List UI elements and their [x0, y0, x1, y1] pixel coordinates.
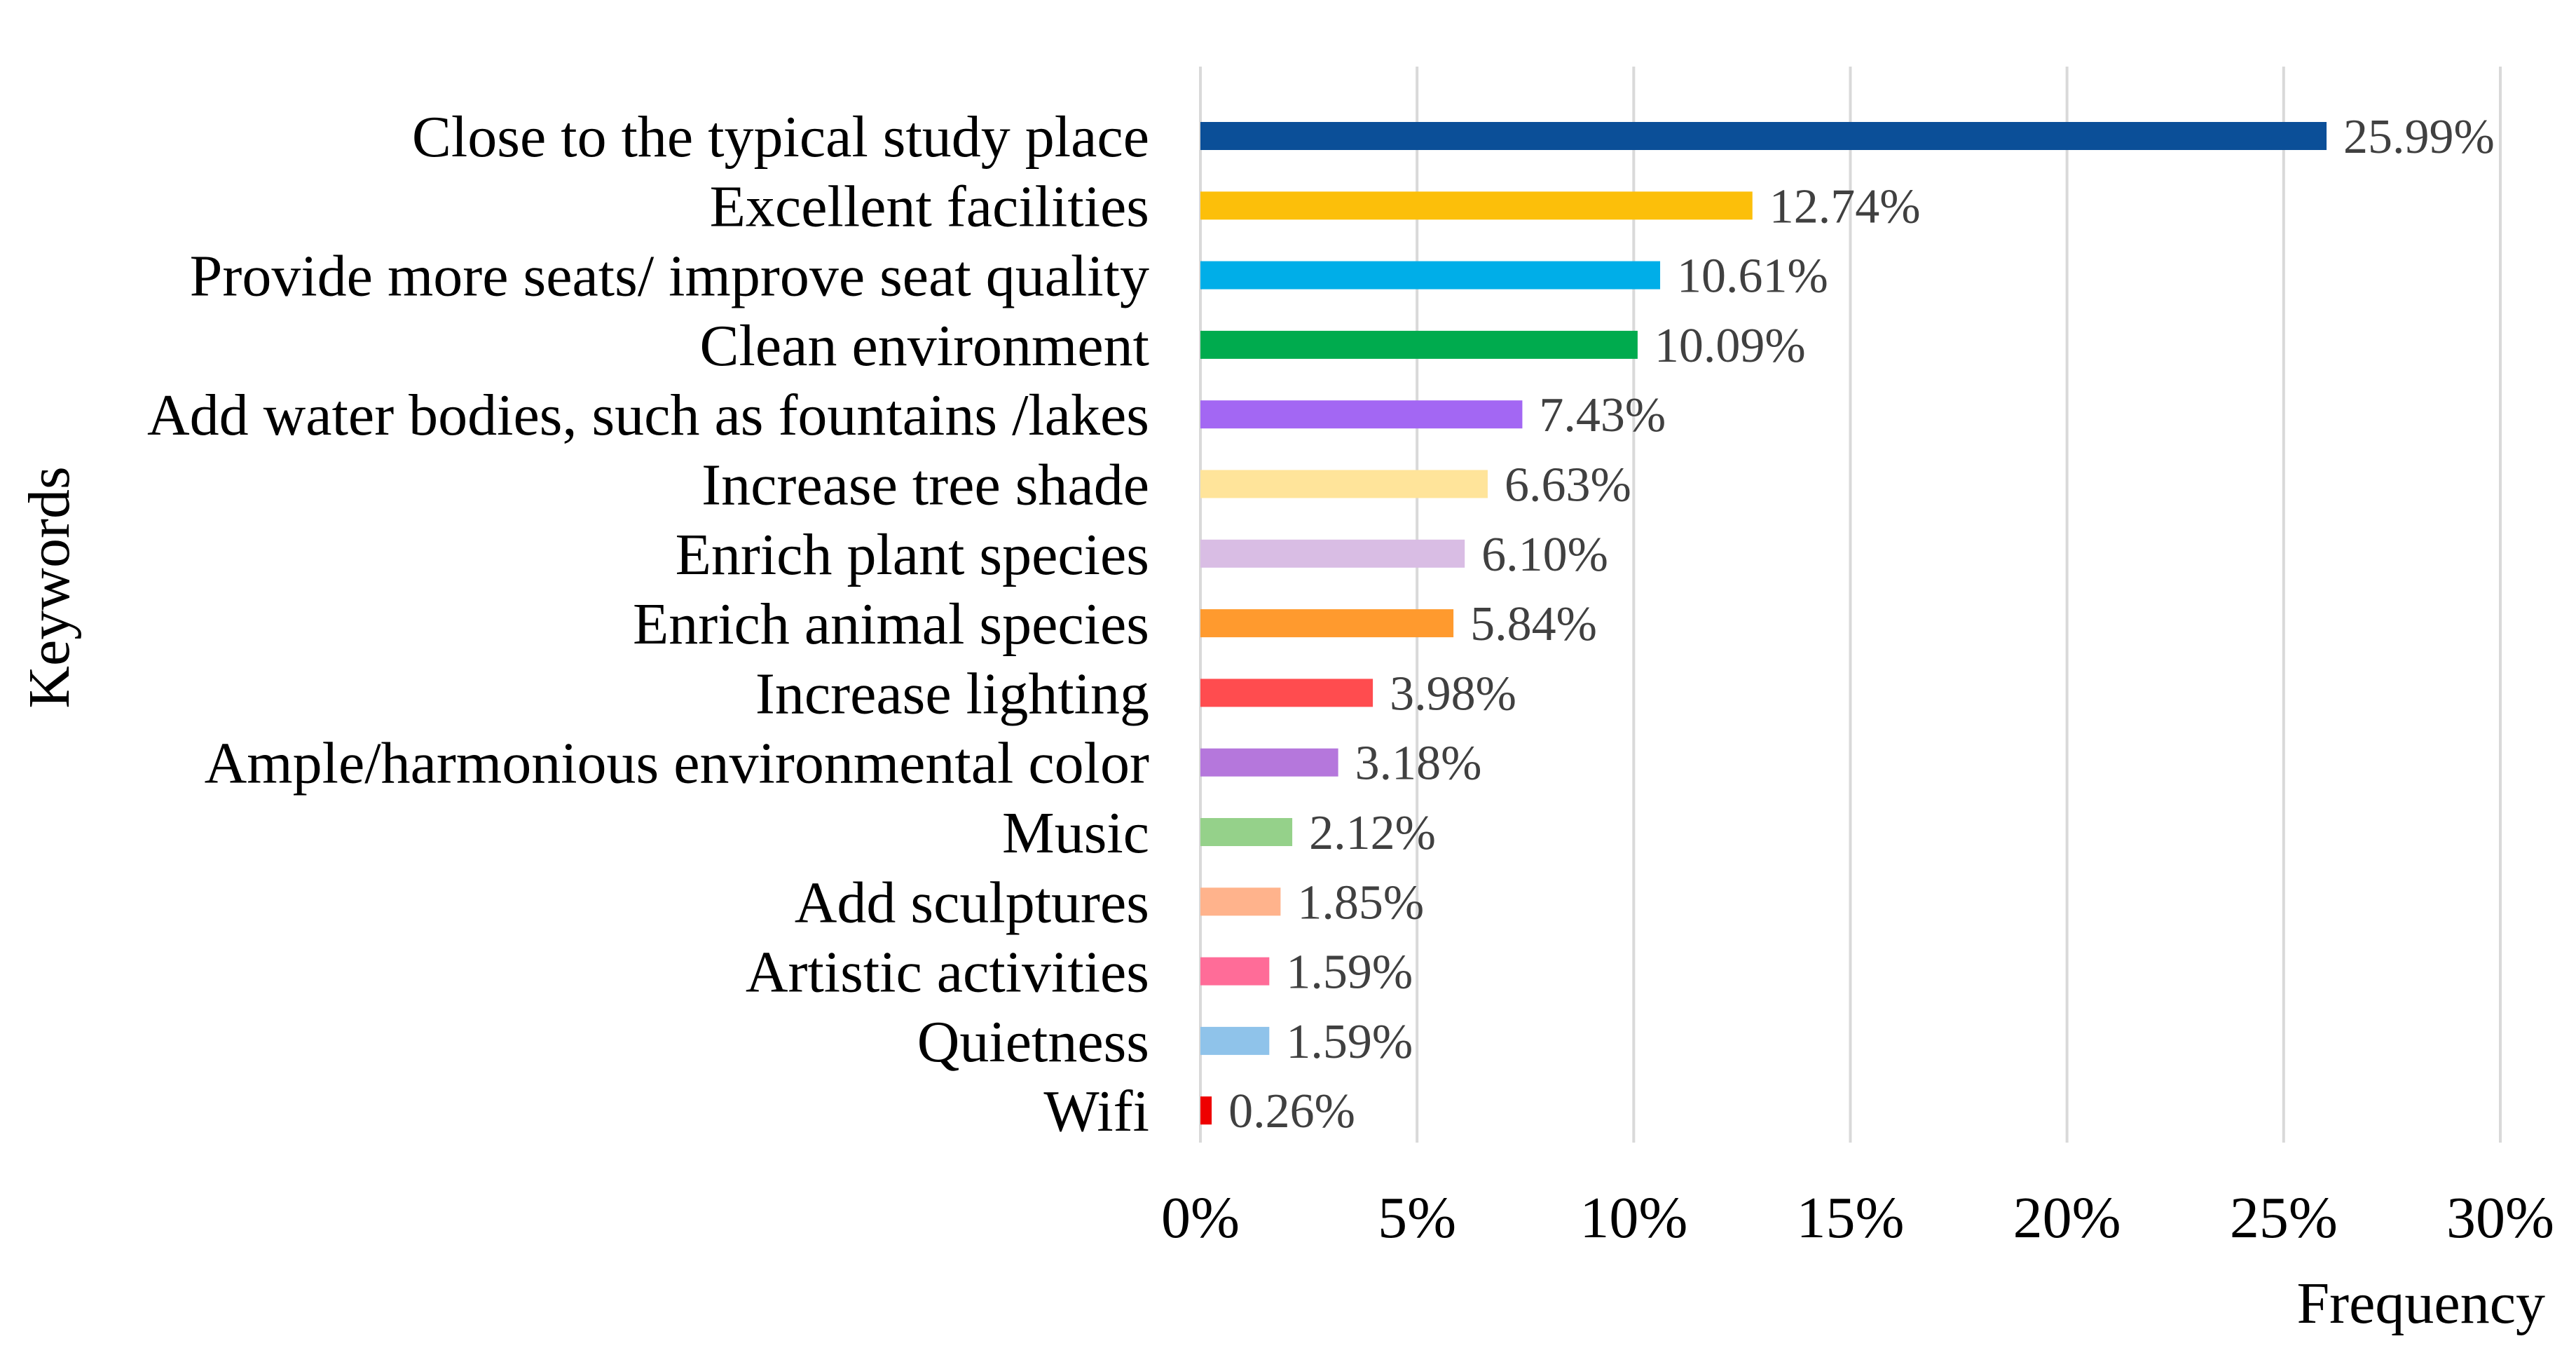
bar — [1200, 330, 1638, 359]
category-label: Increase lighting — [755, 661, 1149, 726]
x-tick-label: 5% — [1378, 1185, 1456, 1251]
bar — [1200, 748, 1338, 777]
data-label: 10.61% — [1677, 250, 1828, 304]
category-label: Enrich animal species — [633, 592, 1149, 657]
category-label: Ample/harmonious environmental color — [205, 731, 1149, 796]
bar — [1200, 1096, 1212, 1125]
category-label: Add sculptures — [795, 870, 1149, 935]
x-tick-label: 25% — [2230, 1185, 2338, 1251]
data-label: 7.43% — [1539, 388, 1666, 442]
data-label: 12.74% — [1769, 179, 1921, 233]
bar — [1200, 191, 1753, 220]
x-tick-label: 10% — [1580, 1185, 1687, 1251]
x-axis-title: Frequency — [2296, 1271, 2545, 1336]
x-tick-label: 15% — [1797, 1185, 1905, 1251]
category-label: Add water bodies, such as fountains /lak… — [147, 383, 1149, 448]
data-label: 0.26% — [1228, 1084, 1355, 1138]
data-label: 6.63% — [1505, 458, 1631, 512]
gridlines — [1199, 67, 2502, 1143]
data-label: 25.99% — [2343, 110, 2495, 164]
category-label: Close to the typical study place — [412, 104, 1149, 170]
bar — [1200, 539, 1465, 568]
x-axis-ticks: 0% 5% 10% 15% 20% 25% 30% — [1161, 1185, 2554, 1251]
data-label: 3.18% — [1355, 737, 1482, 791]
bar — [1200, 122, 2327, 150]
category-label: Provide more seats/ improve seat quality — [190, 244, 1149, 309]
x-tick-label: 20% — [2013, 1185, 2121, 1251]
x-tick-label: 0% — [1161, 1185, 1240, 1251]
bar — [1200, 609, 1454, 638]
data-label: 10.09% — [1654, 319, 1806, 373]
bar — [1200, 1026, 1270, 1055]
bars — [1200, 122, 2327, 1125]
category-label: Artistic activities — [746, 940, 1149, 1005]
y-axis-title: Keywords — [17, 466, 82, 708]
bar — [1200, 679, 1373, 707]
bar — [1200, 818, 1293, 846]
category-label: Clean environment — [700, 313, 1149, 379]
category-label: Increase tree shade — [701, 453, 1149, 518]
data-label: 1.59% — [1286, 1015, 1413, 1069]
data-label: 5.84% — [1470, 597, 1597, 651]
category-label: Music — [1002, 801, 1149, 866]
data-labels: 25.99% 12.74% 10.61% 10.09% 7.43% 6.63% 6.10% 5… — [1228, 110, 2495, 1138]
bar — [1200, 957, 1270, 986]
category-label: Quietness — [917, 1009, 1149, 1075]
bar — [1200, 400, 1523, 429]
category-label: Enrich plant species — [676, 522, 1149, 587]
bar — [1200, 261, 1661, 290]
data-label: 3.98% — [1390, 667, 1516, 721]
category-label: Wifi — [1043, 1079, 1149, 1144]
data-label: 2.12% — [1309, 806, 1436, 860]
category-label: Excellent facilities — [710, 174, 1149, 239]
bar — [1200, 887, 1281, 916]
data-label: 1.59% — [1286, 946, 1413, 1000]
data-label: 1.85% — [1297, 876, 1424, 930]
data-label: 6.10% — [1481, 528, 1608, 582]
category-labels: Close to the typical study placeExcellen… — [147, 104, 1149, 1144]
x-tick-label: 30% — [2446, 1185, 2554, 1251]
bar — [1200, 470, 1488, 498]
